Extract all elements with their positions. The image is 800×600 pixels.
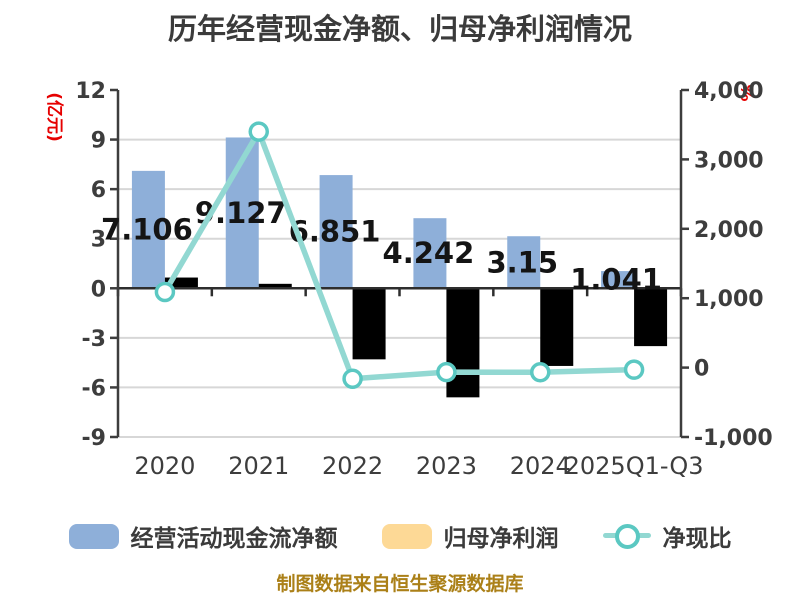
- bar-value-label: 1.041: [570, 263, 662, 297]
- line-marker: [530, 361, 551, 383]
- bar-value-label: 4.242: [383, 236, 475, 270]
- right-axis-tick-label: 4,000: [694, 79, 764, 104]
- bar-operating-cash-flow: [601, 271, 635, 289]
- legend-item-operating-cash-flow: 经营活动现金流净额: [68, 519, 338, 553]
- bar-operating-cash-flow: [507, 236, 541, 289]
- legend-line-marker-icon: [614, 524, 640, 549]
- line-marker: [623, 359, 645, 380]
- x-axis-category-label: 2020: [134, 452, 195, 480]
- legend-item-net-profit: 归母净利润: [381, 519, 559, 553]
- bar-operating-cash-flow: [319, 175, 353, 289]
- bar-net-profit: [634, 288, 668, 347]
- legend-label: 归母净利润: [443, 526, 559, 552]
- right-axis-tick-label: 2,000: [694, 218, 764, 243]
- x-axis-category-label: 2024: [510, 452, 571, 480]
- x-axis-category-label: 2022: [322, 452, 383, 480]
- bar-net-profit: [164, 277, 198, 289]
- right-axis-tick-label: 3,000: [694, 148, 764, 173]
- right-axis-tick-label: -1,000: [694, 426, 773, 451]
- right-axis-tick-label: 0: [694, 357, 709, 382]
- x-axis-category-label: 2025Q1-Q3: [565, 452, 704, 480]
- bar-value-label: 7.106: [101, 213, 193, 247]
- chart-title: 历年经营现金净额、归母净利润情况: [167, 12, 632, 46]
- left-axis-tick-label: 9: [91, 129, 106, 154]
- x-axis-category-label: 2023: [416, 452, 477, 480]
- line-marker: [154, 281, 176, 303]
- left-axis-tick-label: -3: [82, 327, 106, 352]
- left-axis-tick-label: 12: [75, 79, 106, 104]
- legend-item-net-cash-ratio: 净现比: [602, 519, 732, 553]
- legend-swatch-bar-blue: [68, 523, 119, 549]
- line-marker: [342, 368, 363, 389]
- bar-operating-cash-flow: [413, 218, 447, 289]
- x-axis-category-label: 2021: [228, 452, 289, 480]
- legend-label: 经营活动现金流净额: [130, 526, 338, 552]
- left-axis-tick-label: 0: [91, 277, 106, 302]
- bar-value-label: 3.15: [486, 245, 558, 279]
- bar-value-label: 6.851: [289, 215, 381, 249]
- plot-area: 129630-3-6-94,0003,0002,0001,0000-1,0002…: [75, 79, 773, 480]
- legend-swatch-bar-yellow: [381, 523, 432, 549]
- right-axis-tick-label: 1,000: [694, 287, 764, 312]
- bar-net-profit: [540, 288, 574, 366]
- bar-net-profit: [258, 283, 292, 289]
- line-marker: [436, 361, 457, 383]
- legend-swatch-line: [602, 523, 651, 549]
- net-cash-ratio-line: [162, 128, 637, 382]
- data-source-caption: 制图数据来自恒生聚源数据库: [276, 573, 524, 595]
- left-axis-tick-label: 6: [91, 178, 106, 203]
- legend-label: 净现比: [662, 526, 732, 552]
- line-marker: [248, 121, 269, 142]
- left-axis-tick-label: -6: [82, 376, 106, 401]
- bar-net-profit: [352, 288, 386, 360]
- left-axis-tick-label: 3: [91, 228, 106, 253]
- bar-operating-cash-flow: [131, 170, 165, 289]
- legend: 经营活动现金流净额 归母净利润 净现比: [0, 514, 800, 558]
- left-axis-tick-label: -9: [82, 426, 106, 451]
